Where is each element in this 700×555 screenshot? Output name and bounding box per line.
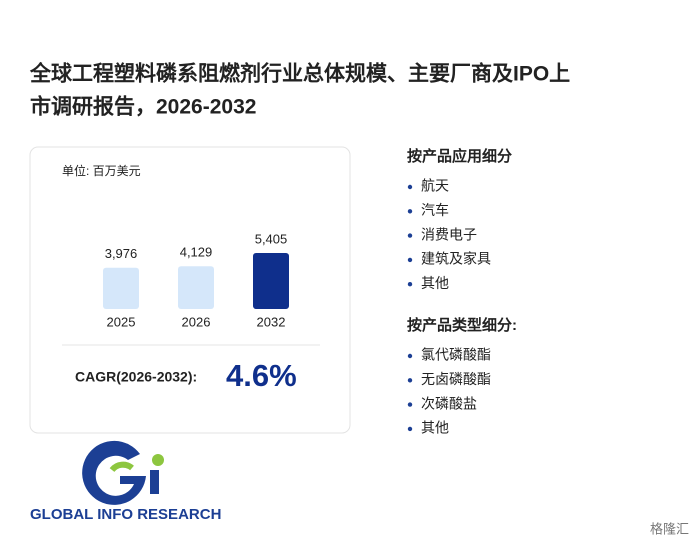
bullet xyxy=(407,282,413,287)
logo-dot xyxy=(152,454,164,466)
segment-item: 汽车 xyxy=(421,202,449,218)
source-mark: 格隆汇 xyxy=(650,521,689,536)
segment-item: 次磷酸盐 xyxy=(421,395,477,411)
category-label: 2025 xyxy=(107,314,136,329)
segment-heading: 按产品类型细分: xyxy=(407,316,517,334)
unit-label: 单位: 百万美元 xyxy=(62,163,141,178)
category-label: 2026 xyxy=(182,314,211,329)
cagr-value: 4.6% xyxy=(226,358,297,393)
bullet xyxy=(407,426,413,432)
value-label: 3,976 xyxy=(105,246,138,261)
logo: GLOBAL INFO RESEARCH xyxy=(30,440,221,523)
value-label: 5,405 xyxy=(255,231,288,246)
segment-heading: 按产品应用细分 xyxy=(407,147,512,165)
bullet xyxy=(407,257,413,263)
bullet xyxy=(407,378,413,383)
value-label: 4,129 xyxy=(180,245,213,260)
cagr-label: CAGR(2026-2032): xyxy=(75,369,197,385)
bullet xyxy=(407,402,413,407)
segment-item: 其他 xyxy=(421,275,449,291)
bullet xyxy=(407,209,413,214)
title-line: 全球工程塑料磷系阻燃剂行业总体规模、主要厂商及IPO上 xyxy=(29,62,570,86)
category-label: 2032 xyxy=(257,314,286,329)
segment-item: 消费电子 xyxy=(421,226,477,242)
logo-swoosh xyxy=(109,461,134,473)
bar xyxy=(103,267,139,309)
segment-item: 其他 xyxy=(421,420,449,436)
segment-item: 无卤磷酸酯 xyxy=(421,371,491,387)
bullet xyxy=(407,233,413,238)
bar xyxy=(178,266,214,309)
logo-i xyxy=(150,470,159,494)
bar xyxy=(253,253,289,309)
title-line: 市调研报告，2026-2032 xyxy=(30,95,256,119)
logo-text: GLOBAL INFO RESEARCH xyxy=(30,506,221,523)
logo-g xyxy=(82,440,146,505)
bullet xyxy=(407,353,413,359)
bullet xyxy=(407,184,413,190)
segment-item: 航天 xyxy=(421,178,449,194)
segment-item: 氯代磷酸酯 xyxy=(421,347,491,363)
segment-item: 建筑及家具 xyxy=(421,251,491,267)
